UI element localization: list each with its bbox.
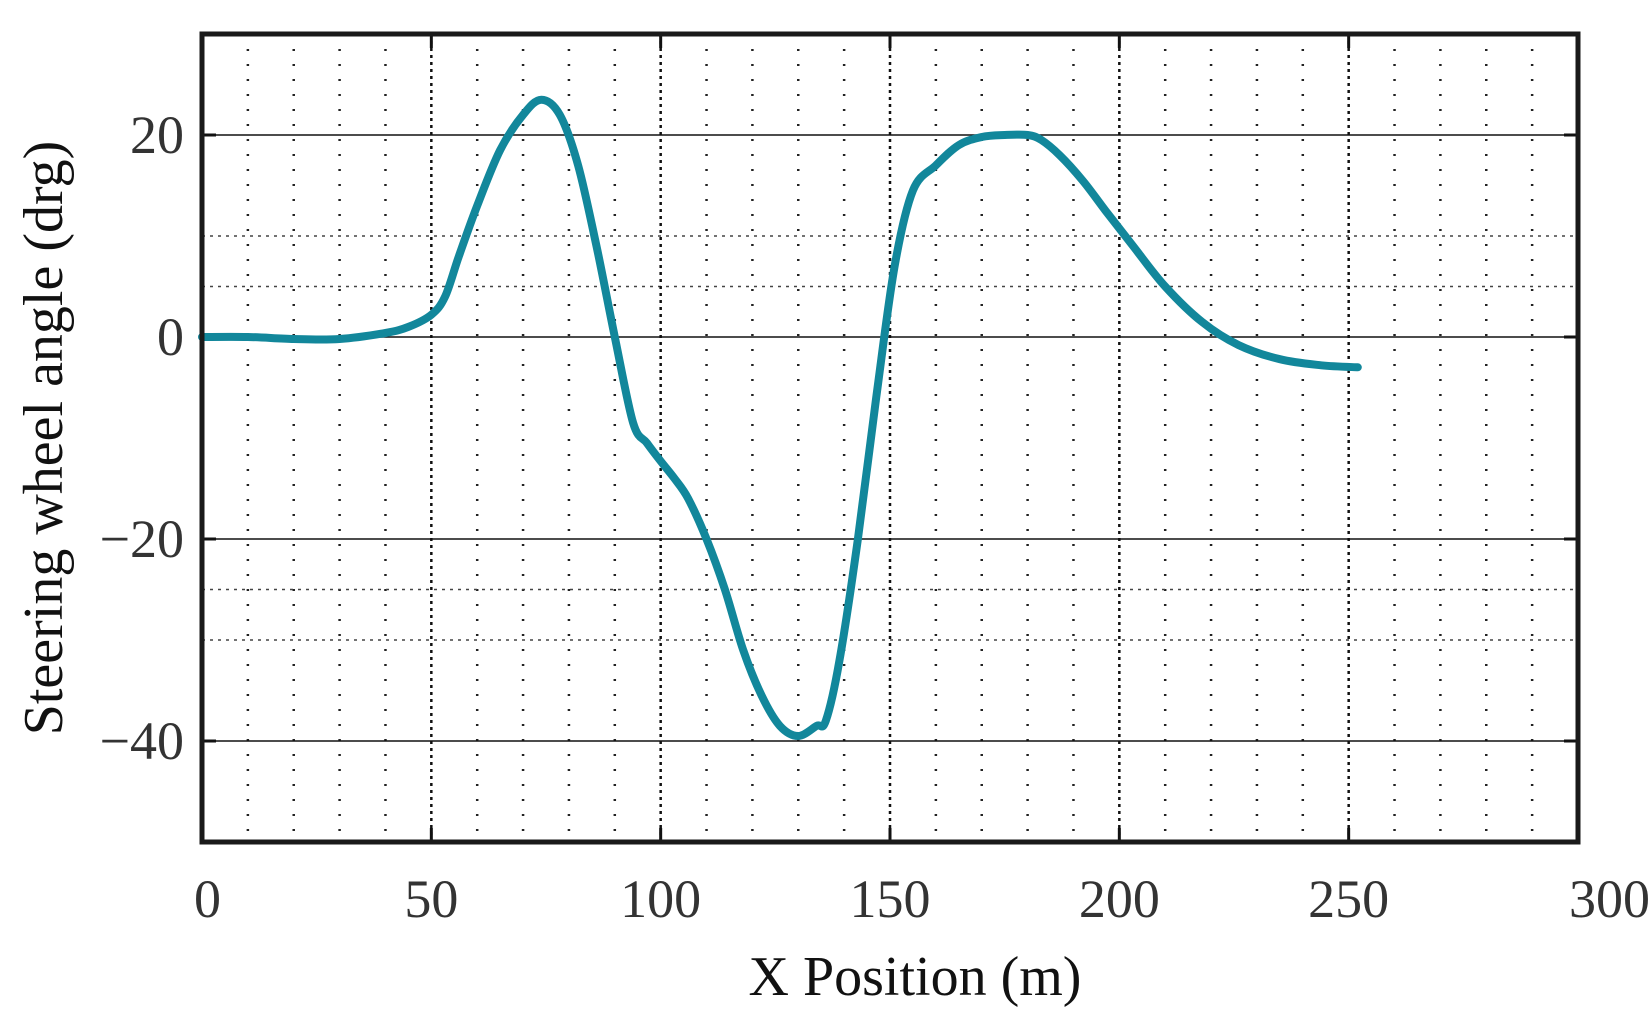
x-tick-label: 300 <box>1569 869 1650 929</box>
series-line <box>198 95 1362 740</box>
y-tick-label: 0 <box>157 307 184 367</box>
x-tick-label: 150 <box>850 869 931 929</box>
plot-frame <box>199 31 1581 845</box>
major-grid <box>202 34 1578 842</box>
x-tick-label: 250 <box>1308 869 1389 929</box>
data-series <box>198 95 1362 740</box>
x-axis-label: X Position (m) <box>749 946 1082 1008</box>
x-tick-label: 50 <box>404 869 458 929</box>
y-axis-label: Steering wheel angle (drg) <box>13 141 75 736</box>
y-tick-label: −20 <box>100 509 184 569</box>
y-tick-label: −40 <box>100 711 184 771</box>
x-tick-label: 0 <box>194 869 221 929</box>
x-tick-label: 100 <box>620 869 701 929</box>
x-tick-label: 200 <box>1079 869 1160 929</box>
y-tick-label: 20 <box>130 105 184 165</box>
